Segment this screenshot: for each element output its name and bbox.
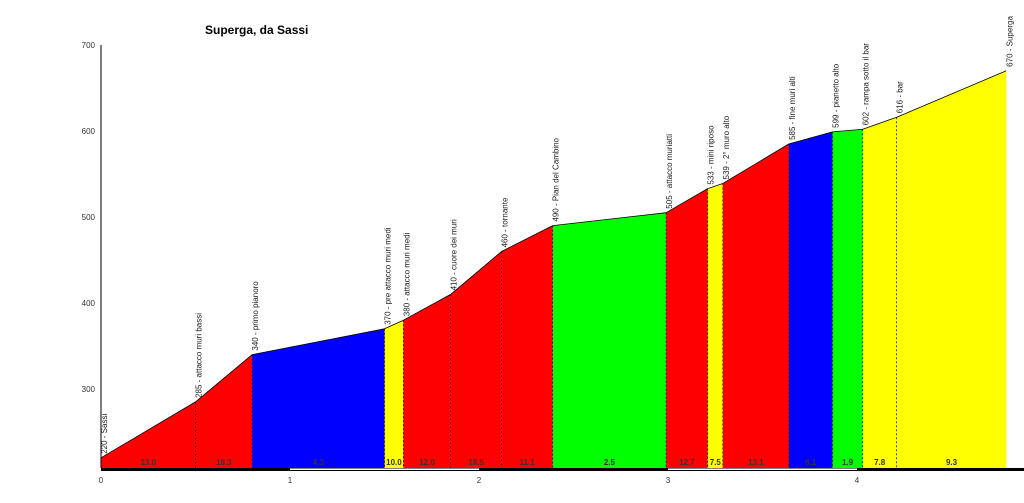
profile-line: [252, 328, 385, 355]
segment-gradient-label: 12.0: [419, 458, 435, 467]
distance-bar-km-band: [290, 468, 479, 470]
segment-gradient-label: 2.5: [604, 458, 616, 467]
point-label: 670 - Superga: [1005, 16, 1014, 67]
point-label: 533 - mini riposo: [707, 125, 716, 185]
segment-area: [896, 70, 1007, 469]
segment-area: [552, 212, 667, 468]
point-label: 380 - attacco muri medi: [402, 232, 411, 316]
point-label: 370 - pre attacco muri medi: [384, 227, 393, 325]
x-tick-label: 2: [477, 476, 482, 485]
segment-gradient-label: 7.8: [874, 458, 886, 467]
distance-bar: [101, 468, 1024, 471]
profile-line: [665, 188, 708, 214]
profile-line: [384, 319, 404, 330]
segment-area: [722, 143, 789, 468]
x-tick-label: 0: [99, 476, 104, 485]
profile-line: [707, 183, 723, 189]
segment-area: [832, 129, 863, 468]
point-label: 539 - 2° muro alto: [722, 115, 731, 179]
profile-line: [722, 143, 790, 184]
distance-bar-km-band: [668, 468, 857, 470]
point-label: 490 - Pian del Cambino: [552, 137, 561, 221]
y-tick-label: 400: [82, 299, 96, 308]
profile-line: [450, 251, 502, 295]
segment-gradient-label: 7.5: [710, 458, 722, 467]
x-tick-label: 3: [666, 476, 671, 485]
segment-gradient-label: 18.5: [468, 458, 484, 467]
profile-line: [552, 212, 667, 226]
segment-gradient-label: 10.0: [386, 458, 402, 467]
segment-area: [707, 183, 723, 468]
segment-gradient-label: 4.3: [313, 458, 325, 467]
x-tick-label: 4: [855, 476, 860, 485]
point-label: 602 - rampa sotto il bar: [862, 43, 871, 126]
point-label: 599 - pianetto alto: [831, 63, 840, 128]
segment-area: [403, 294, 451, 468]
segment-area: [450, 251, 502, 468]
segment-area: [101, 401, 196, 468]
profile-line: [896, 70, 1007, 118]
point-label: 505 - attacco muriatti: [665, 134, 674, 209]
segment-gradient-label: 11.1: [520, 458, 536, 467]
point-label: 585 - fine muri alti: [788, 76, 797, 140]
chart-title: Superga, da Sassi: [205, 23, 308, 37]
profile-line: [195, 354, 253, 403]
segment-area: [384, 320, 404, 468]
profile-line: [862, 116, 897, 130]
point-label: 410 - cuore dei muri: [450, 219, 459, 290]
point-label: 285 - attacco muri bassi: [195, 313, 204, 398]
point-label: 220 - Sassi: [100, 414, 109, 454]
segment-gradient-label: 9.3: [946, 458, 958, 467]
y-tick-label: 500: [82, 213, 96, 222]
segment-gradient-label: 6.1: [805, 458, 817, 467]
segment-area: [195, 354, 253, 468]
profile-line: [403, 294, 451, 321]
point-label: 340 - primo pianoro: [251, 281, 260, 351]
point-label: 616 - bar: [896, 81, 905, 113]
segment-gradient-label: 1.9: [842, 458, 854, 467]
segment-area: [252, 328, 385, 468]
segment-gradient-label: 13.1: [748, 458, 764, 467]
profile-line: [788, 131, 833, 145]
y-tick-label: 600: [82, 127, 96, 136]
segment-gradient-label: 12.7: [679, 458, 695, 467]
y-tick-label: 700: [82, 41, 96, 50]
x-tick-label: 1: [288, 476, 293, 485]
profile-line: [100, 401, 196, 459]
segment-gradient-label: 18.3: [216, 458, 232, 467]
segment-area: [666, 188, 708, 468]
y-tick-label: 300: [82, 385, 96, 394]
profile-line: [832, 128, 863, 133]
profile-line: [501, 225, 553, 252]
segment-area: [501, 225, 553, 468]
point-label: 460 - tornante: [501, 197, 510, 247]
segment-gradient-label: 13.0: [140, 458, 156, 467]
segment-area: [788, 131, 833, 469]
segment-area: [862, 117, 897, 469]
